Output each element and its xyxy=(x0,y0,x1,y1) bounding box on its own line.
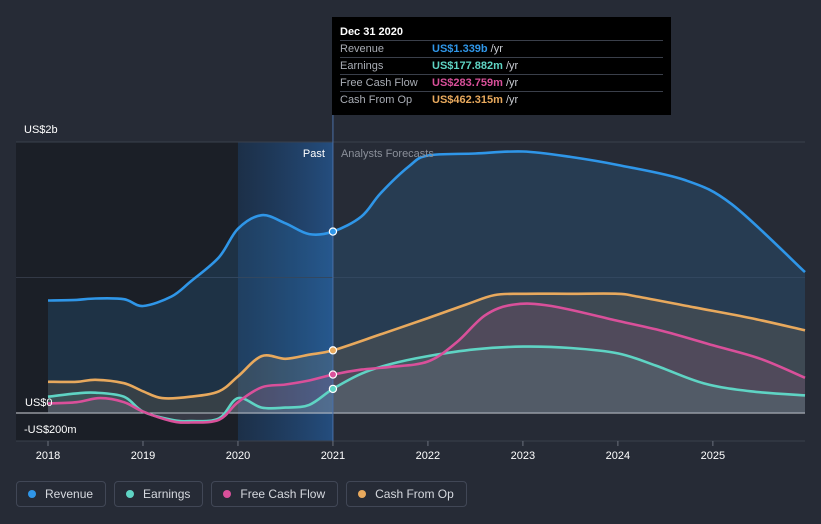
x-tick-label: 2024 xyxy=(606,450,630,462)
tooltip-value: US$177.882m xyxy=(432,60,503,72)
tooltip-row-revenue: Revenue US$1.339b /yr xyxy=(340,40,663,57)
forecast-label: Analysts Forecasts xyxy=(341,148,434,160)
tooltip-unit: /yr xyxy=(505,77,519,89)
legend-item-cash-from-op[interactable]: Cash From Op xyxy=(346,481,467,507)
legend-item-free-cash-flow[interactable]: Free Cash Flow xyxy=(211,481,339,507)
y-tick-label: -US$200m xyxy=(24,424,77,436)
legend-item-earnings[interactable]: Earnings xyxy=(114,481,204,507)
x-axis-ticks: 2018 2019 2020 2021 2022 2023 2024 2025 xyxy=(36,441,725,462)
tooltip-row-cash-from-op: Cash From Op US$462.315m /yr xyxy=(340,91,663,108)
tooltip-unit: /yr xyxy=(490,43,503,55)
legend-item-revenue[interactable]: Revenue xyxy=(16,481,107,507)
marker-cash-from-op xyxy=(328,346,338,355)
marker-free-cash-flow xyxy=(328,370,338,379)
x-tick-label: 2020 xyxy=(226,450,250,462)
tooltip: Dec 31 2020 Revenue US$1.339b /yr Earnin… xyxy=(332,17,671,115)
y-tick-label: US$2b xyxy=(24,124,58,136)
area-revenue xyxy=(48,151,805,413)
y-axis-ticks: US$2b US$0 -US$200m xyxy=(24,124,77,436)
x-tick-label: 2022 xyxy=(416,450,440,462)
tooltip-value: US$1.339b xyxy=(432,43,488,55)
legend-dot-icon xyxy=(28,490,36,498)
area-cash-from-op xyxy=(48,293,805,413)
x-tick-label: 2023 xyxy=(511,450,535,462)
marker-revenue xyxy=(328,227,338,236)
series-markers xyxy=(328,227,338,394)
x-tick-label: 2025 xyxy=(701,450,725,462)
marker-earnings xyxy=(328,384,338,394)
legend-label: Cash From Op xyxy=(375,487,454,501)
x-tick-label: 2019 xyxy=(131,450,155,462)
tooltip-row-earnings: Earnings US$177.882m /yr xyxy=(340,57,663,74)
legend-dot-icon xyxy=(358,490,367,498)
legend-dot-icon xyxy=(223,490,232,498)
past-label: Past xyxy=(303,148,325,160)
line-cash-from-op xyxy=(47,292,806,400)
x-tick-label: 2021 xyxy=(321,450,345,462)
tooltip-date: Dec 31 2020 xyxy=(340,26,403,38)
tooltip-value: US$283.759m xyxy=(432,77,503,89)
legend-label: Revenue xyxy=(45,487,94,501)
tooltip-row-free-cash-flow: Free Cash Flow US$283.759m /yr xyxy=(340,74,663,91)
tooltip-label: Cash From Op xyxy=(340,94,413,106)
x-tick-label: 2018 xyxy=(36,450,60,462)
tooltip-label: Earnings xyxy=(340,60,384,72)
tooltip-label: Revenue xyxy=(340,43,385,55)
line-revenue xyxy=(47,150,806,308)
tooltip-value: US$462.315m xyxy=(432,94,503,106)
tooltip-label: Free Cash Flow xyxy=(340,77,418,89)
y-tick-label: US$0 xyxy=(25,397,53,409)
tooltip-unit: /yr xyxy=(505,94,519,106)
legend-label: Free Cash Flow xyxy=(240,487,326,501)
tooltip-unit: /yr xyxy=(505,60,519,72)
legend-label: Earnings xyxy=(143,487,191,501)
legend-dot-icon xyxy=(126,490,135,498)
legend: Revenue Earnings Free Cash Flow Cash Fro… xyxy=(16,481,467,507)
